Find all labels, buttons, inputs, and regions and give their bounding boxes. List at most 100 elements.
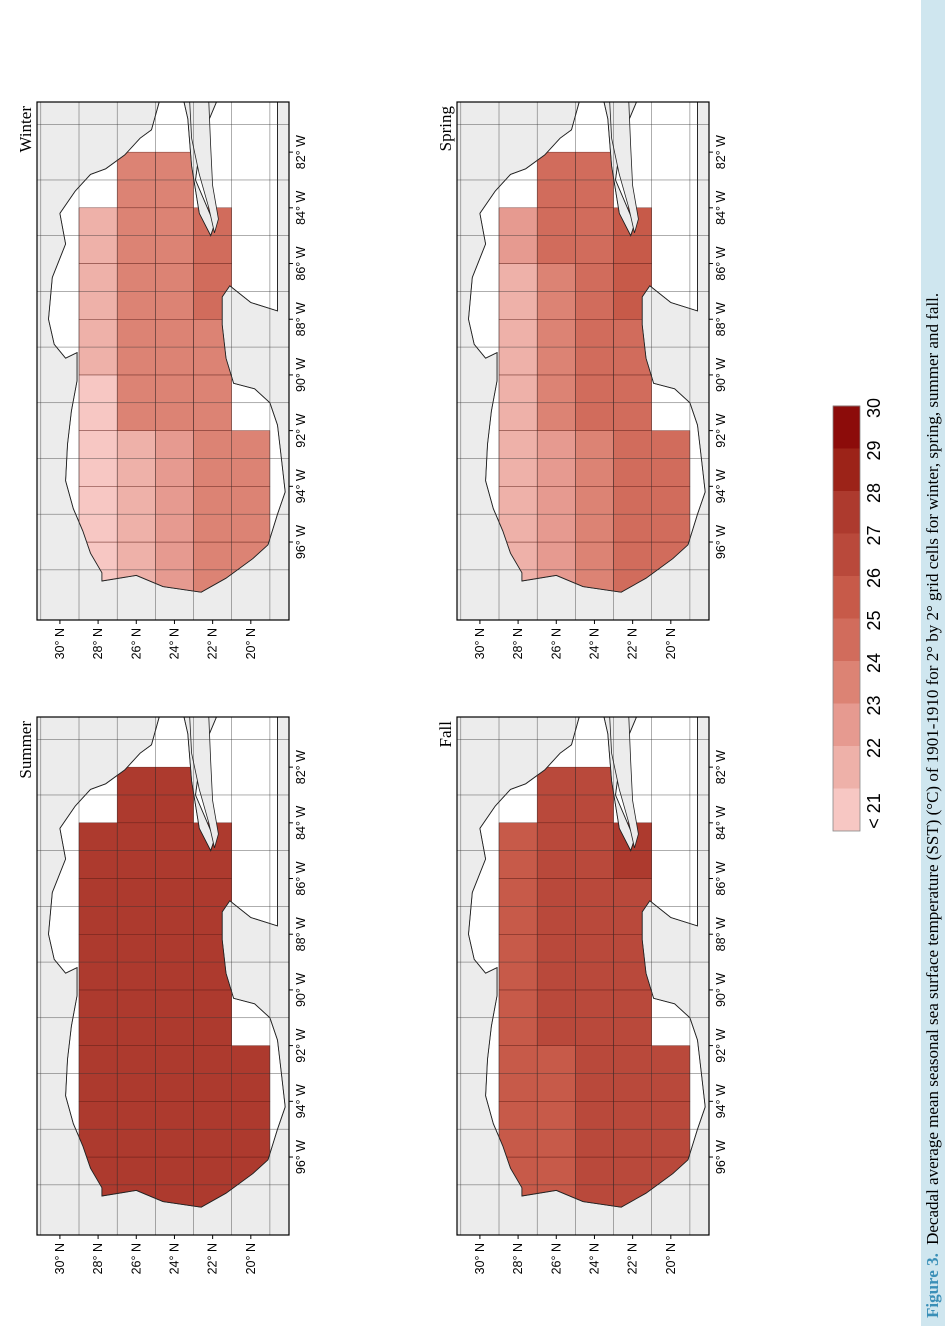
colorbar-swatch [833, 575, 860, 619]
colorbar-swatch [833, 448, 860, 491]
colorbar-tick-label: 27 [864, 525, 884, 545]
caption: Figure 3. Decadal average mean seasonal … [923, 293, 942, 1318]
colorbar-tick-label: < 21 [864, 793, 884, 829]
lon-tick-label: 84° W [714, 806, 728, 840]
coastline [48, 101, 286, 593]
lon-tick-label: 90° W [294, 973, 308, 1007]
map-panel-fall: 96° W 94° W 92° W 90° W 88° W 86° W 84° W 82° W… [436, 716, 728, 1274]
coastline [468, 716, 706, 1208]
panel-frame [456, 101, 710, 621]
rotated-figure-content: 96° W 94° W 92° W 90° W 88° W 86° W 84° W 82° W… [16, 101, 884, 1274]
lat-tick-label: 30° N [473, 628, 487, 659]
lat-tick-label: 30° N [53, 1243, 67, 1274]
lon-tick-label: 90° W [714, 973, 728, 1007]
lat-tick-label: 26° N [549, 628, 563, 659]
map-panel-summer: 96° W 94° W 92° W 90° W 88° W 86° W 84° W 82° W… [16, 716, 308, 1274]
caption-label: Figure 3. [923, 1253, 942, 1318]
lat-tick-label: 20° N [664, 1243, 678, 1274]
lon-tick-label: 94° W [294, 469, 308, 503]
colorbar-swatch [833, 788, 860, 831]
colorbar-swatch [833, 745, 860, 789]
colorbar-tick-label: 25 [864, 610, 884, 630]
map-panels: 96° W 94° W 92° W 90° W 88° W 86° W 84° W 82° W… [16, 101, 728, 1274]
lon-tick-label: 88° W [294, 302, 308, 336]
lon-tick-label: 90° W [294, 358, 308, 392]
panel-frame [456, 716, 710, 1236]
colorbar-tick-label: 30 [864, 398, 884, 418]
svg-text:Figure 3. Decadal averag: Figure 3. Decadal average mean seasonal … [923, 293, 942, 1318]
lon-tick-label: 90° W [714, 358, 728, 392]
lat-tick-label: 24° N [587, 1243, 601, 1274]
lon-tick-label: 94° W [714, 1084, 728, 1118]
colorbar-swatch [833, 490, 860, 534]
graticule [457, 102, 709, 620]
graticule [457, 717, 709, 1235]
lat-tick-label: 28° N [511, 1243, 525, 1274]
lat-tick-label: 30° N [53, 628, 67, 659]
lon-tick-label: 82° W [294, 750, 308, 784]
map-panel-winter: 96° W 94° W 92° W 90° W 88° W 86° W 84° W 82° W… [16, 101, 308, 659]
lon-tick-label: 96° W [714, 525, 728, 559]
colorbar-tick-label: 24 [864, 653, 884, 673]
lat-tick-label: 28° N [91, 628, 105, 659]
graticule [37, 102, 289, 620]
coastline [48, 716, 286, 1208]
colorbar-swatch [833, 660, 860, 704]
lon-tick-label: 96° W [294, 1140, 308, 1174]
colorbar-swatch [833, 618, 860, 661]
colorbar-tick-label: 29 [864, 440, 884, 460]
lon-tick-label: 84° W [294, 191, 308, 225]
lon-tick-label: 86° W [714, 246, 728, 280]
lon-tick-label: 88° W [294, 917, 308, 951]
lon-tick-label: 82° W [714, 135, 728, 169]
lat-tick-label: 26° N [129, 1243, 143, 1274]
colorbar-tick-label: 22 [864, 738, 884, 758]
lat-tick-label: 30° N [473, 1243, 487, 1274]
lon-tick-label: 86° W [294, 861, 308, 895]
panel-title: Spring [436, 106, 455, 152]
lon-tick-label: 92° W [294, 1028, 308, 1062]
lon-tick-label: 84° W [294, 806, 308, 840]
lat-tick-label: 22° N [206, 1243, 220, 1274]
lat-tick-label: 28° N [91, 1243, 105, 1274]
lat-tick-label: 22° N [626, 1243, 640, 1274]
coastline [468, 101, 706, 593]
lon-tick-label: 82° W [294, 135, 308, 169]
lat-tick-label: 26° N [549, 1243, 563, 1274]
colorbar: < 21 22 23 24 25 26 27 28 29 30 [832, 398, 884, 832]
panel-title: Summer [16, 721, 35, 779]
lat-tick-label: 26° N [129, 628, 143, 659]
colorbar-frame [832, 405, 861, 832]
colorbar-tick-label: 26 [864, 568, 884, 588]
lon-tick-label: 92° W [714, 1028, 728, 1062]
lat-tick-label: 20° N [664, 628, 678, 659]
lon-tick-label: 94° W [714, 469, 728, 503]
lat-tick-label: 24° N [167, 1243, 181, 1274]
panel-title: Fall [436, 721, 455, 748]
lon-tick-label: 88° W [714, 917, 728, 951]
lat-tick-label: 22° N [206, 628, 220, 659]
lat-tick-label: 22° N [626, 628, 640, 659]
caption-bar [921, 0, 945, 1326]
colorbar-tick-label: 23 [864, 695, 884, 715]
lon-tick-label: 84° W [714, 191, 728, 225]
lat-tick-label: 20° N [244, 1243, 258, 1274]
colorbar-tick-label: 28 [864, 483, 884, 503]
lat-tick-label: 24° N [587, 628, 601, 659]
lon-tick-label: 92° W [714, 413, 728, 447]
panel-frame [36, 101, 290, 621]
graticule [37, 717, 289, 1235]
lon-tick-label: 96° W [714, 1140, 728, 1174]
lon-tick-label: 88° W [714, 302, 728, 336]
lon-tick-label: 86° W [294, 246, 308, 280]
colorbar-swatch [833, 703, 860, 746]
colorbar-swatch [833, 405, 860, 449]
lat-tick-label: 24° N [167, 628, 181, 659]
lon-tick-label: 96° W [294, 525, 308, 559]
panel-title: Winter [16, 106, 35, 153]
sst-cells [78, 151, 271, 593]
lon-tick-label: 82° W [714, 750, 728, 784]
lat-tick-label: 20° N [244, 628, 258, 659]
lon-tick-label: 92° W [294, 413, 308, 447]
